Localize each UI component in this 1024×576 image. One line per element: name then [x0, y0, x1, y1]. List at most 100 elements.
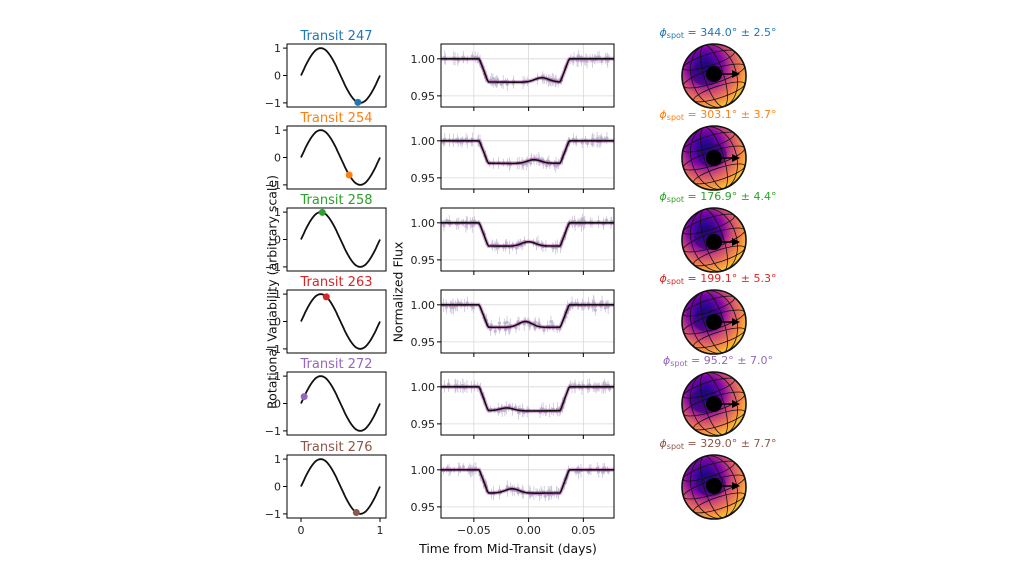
lightcurve-ytick-label: 1.00 [411, 299, 436, 312]
rotvar-ytick-label: 1 [274, 370, 281, 383]
lightcurve-ytick-label: 1.00 [411, 464, 436, 477]
data-point [541, 407, 545, 411]
data-point [522, 410, 526, 415]
model-curve [441, 58, 614, 83]
transit-phase-marker [322, 293, 330, 301]
spot-phase-label: ϕspot = 95.2° ± 7.0° [663, 354, 773, 368]
planet-disk [706, 66, 722, 82]
data-point [568, 383, 572, 387]
data-point [600, 136, 604, 140]
data-point [461, 465, 465, 469]
data-point [542, 328, 546, 332]
data-point [600, 59, 604, 63]
data-point [538, 410, 542, 415]
planet-disk [706, 478, 722, 494]
data-point [451, 306, 455, 310]
spot-phase-label: ϕspot = 329.0° ± 7.7° [660, 437, 777, 451]
rotvar-xtick-label: 1 [377, 524, 384, 537]
transit-phase-marker [354, 98, 362, 106]
rotvar-ytick-label: 1 [274, 288, 281, 301]
lightcurve-data-points [442, 213, 614, 255]
data-point [442, 224, 446, 228]
rotvar-curve [300, 211, 381, 268]
rotvar-panel-4: 1 0 −1 Transit 263 [265, 275, 387, 356]
rotvar-ytick-label: 0 [274, 398, 281, 411]
transit-phase-marker [345, 171, 353, 179]
data-point [528, 493, 533, 497]
rotvar-ytick-label: 0 [274, 152, 281, 165]
data-point [456, 301, 461, 305]
transit-phase-marker [300, 393, 308, 401]
rotvar-xtick-label: 0 [298, 524, 305, 537]
lightcurve-ytick-label: 0.95 [411, 501, 436, 514]
stellar-limb [681, 207, 747, 273]
lightcurve-panel-5: 1.00 0.95 [411, 371, 615, 439]
spot-phase-label: ϕspot = 303.1° ± 3.7° [660, 108, 777, 122]
rotvar-ytick-label: 1 [274, 42, 281, 55]
lightcurve-ytick-label: 0.95 [411, 254, 436, 267]
spot-phase-label: ϕspot = 344.0° ± 2.5° [660, 26, 777, 40]
spot-map-6: ϕspot = 329.0° ± 7.7° [660, 437, 777, 520]
data-point [576, 470, 581, 474]
planet-disk [706, 150, 722, 166]
data-point [581, 217, 585, 222]
data-point [516, 490, 520, 495]
data-point [586, 386, 590, 391]
planet-disk [706, 314, 722, 330]
transit-title: Transit 254 [299, 111, 372, 126]
data-point [606, 305, 610, 309]
stellar-limb [681, 371, 747, 437]
transit-phase-marker [352, 509, 360, 517]
rotvar-panel-6: 1 0 −1 Transit 276 0 1 [265, 440, 387, 537]
data-point [604, 218, 609, 222]
data-point [597, 469, 601, 474]
rotvar-ytick-label: 1 [274, 124, 281, 137]
lightcurve-frame [440, 289, 615, 354]
spot-phase-label: ϕspot = 199.1° ± 5.3° [660, 272, 777, 286]
data-point [555, 407, 560, 411]
model-curve [441, 140, 614, 165]
data-point [538, 323, 542, 327]
lightcurve-frame [440, 125, 615, 190]
stellar-limb [681, 43, 747, 109]
data-point [503, 408, 507, 413]
stellar-limb [681, 454, 747, 520]
data-point [514, 405, 518, 409]
lightcurve-ytick-label: 0.95 [411, 336, 436, 349]
rotvar-ytick-label: 1 [274, 206, 281, 219]
data-point [593, 308, 597, 312]
rotvar-panel-2: 1 0 −1 Transit 254 [265, 111, 387, 192]
data-point [496, 409, 500, 413]
data-point [505, 82, 509, 87]
planet-disk [706, 234, 722, 250]
data-point [516, 410, 521, 415]
spot-map-1: ϕspot = 344.0° ± 2.5° [660, 26, 777, 109]
data-point [554, 164, 558, 168]
lightcurve-ytick-label: 1.00 [411, 381, 436, 394]
data-point [570, 301, 574, 305]
data-point [549, 320, 553, 324]
transit-title: Transit 258 [299, 193, 372, 208]
model-curve [441, 304, 614, 329]
data-point [574, 470, 578, 474]
lightcurve-ytick-label: 0.95 [411, 418, 436, 431]
lightcurve-xtick-label: −0.05 [457, 524, 491, 537]
lightcurve-ytick-label: 1.00 [411, 135, 436, 148]
data-point [605, 136, 609, 140]
model-curve [441, 386, 614, 412]
data-point [522, 322, 526, 326]
data-point [514, 326, 518, 330]
model-curve [441, 222, 614, 247]
data-point [493, 329, 497, 333]
spot-phase-label: ϕspot = 176.9° ± 4.4° [660, 190, 777, 204]
rotvar-ytick-label: 1 [274, 453, 281, 466]
rotvar-curve [300, 458, 381, 515]
lightcurve-panel-6: 1.00 0.95 −0.05 0.00 0.05 [411, 454, 615, 537]
rotvar-panel-3: 1 0 −1 Transit 258 [265, 193, 387, 274]
data-point [528, 324, 532, 328]
data-point [521, 162, 525, 167]
data-point [488, 327, 493, 332]
spot-map-5: ϕspot = 95.2° ± 7.0° [663, 354, 773, 437]
lightcurve-frame [440, 454, 615, 519]
